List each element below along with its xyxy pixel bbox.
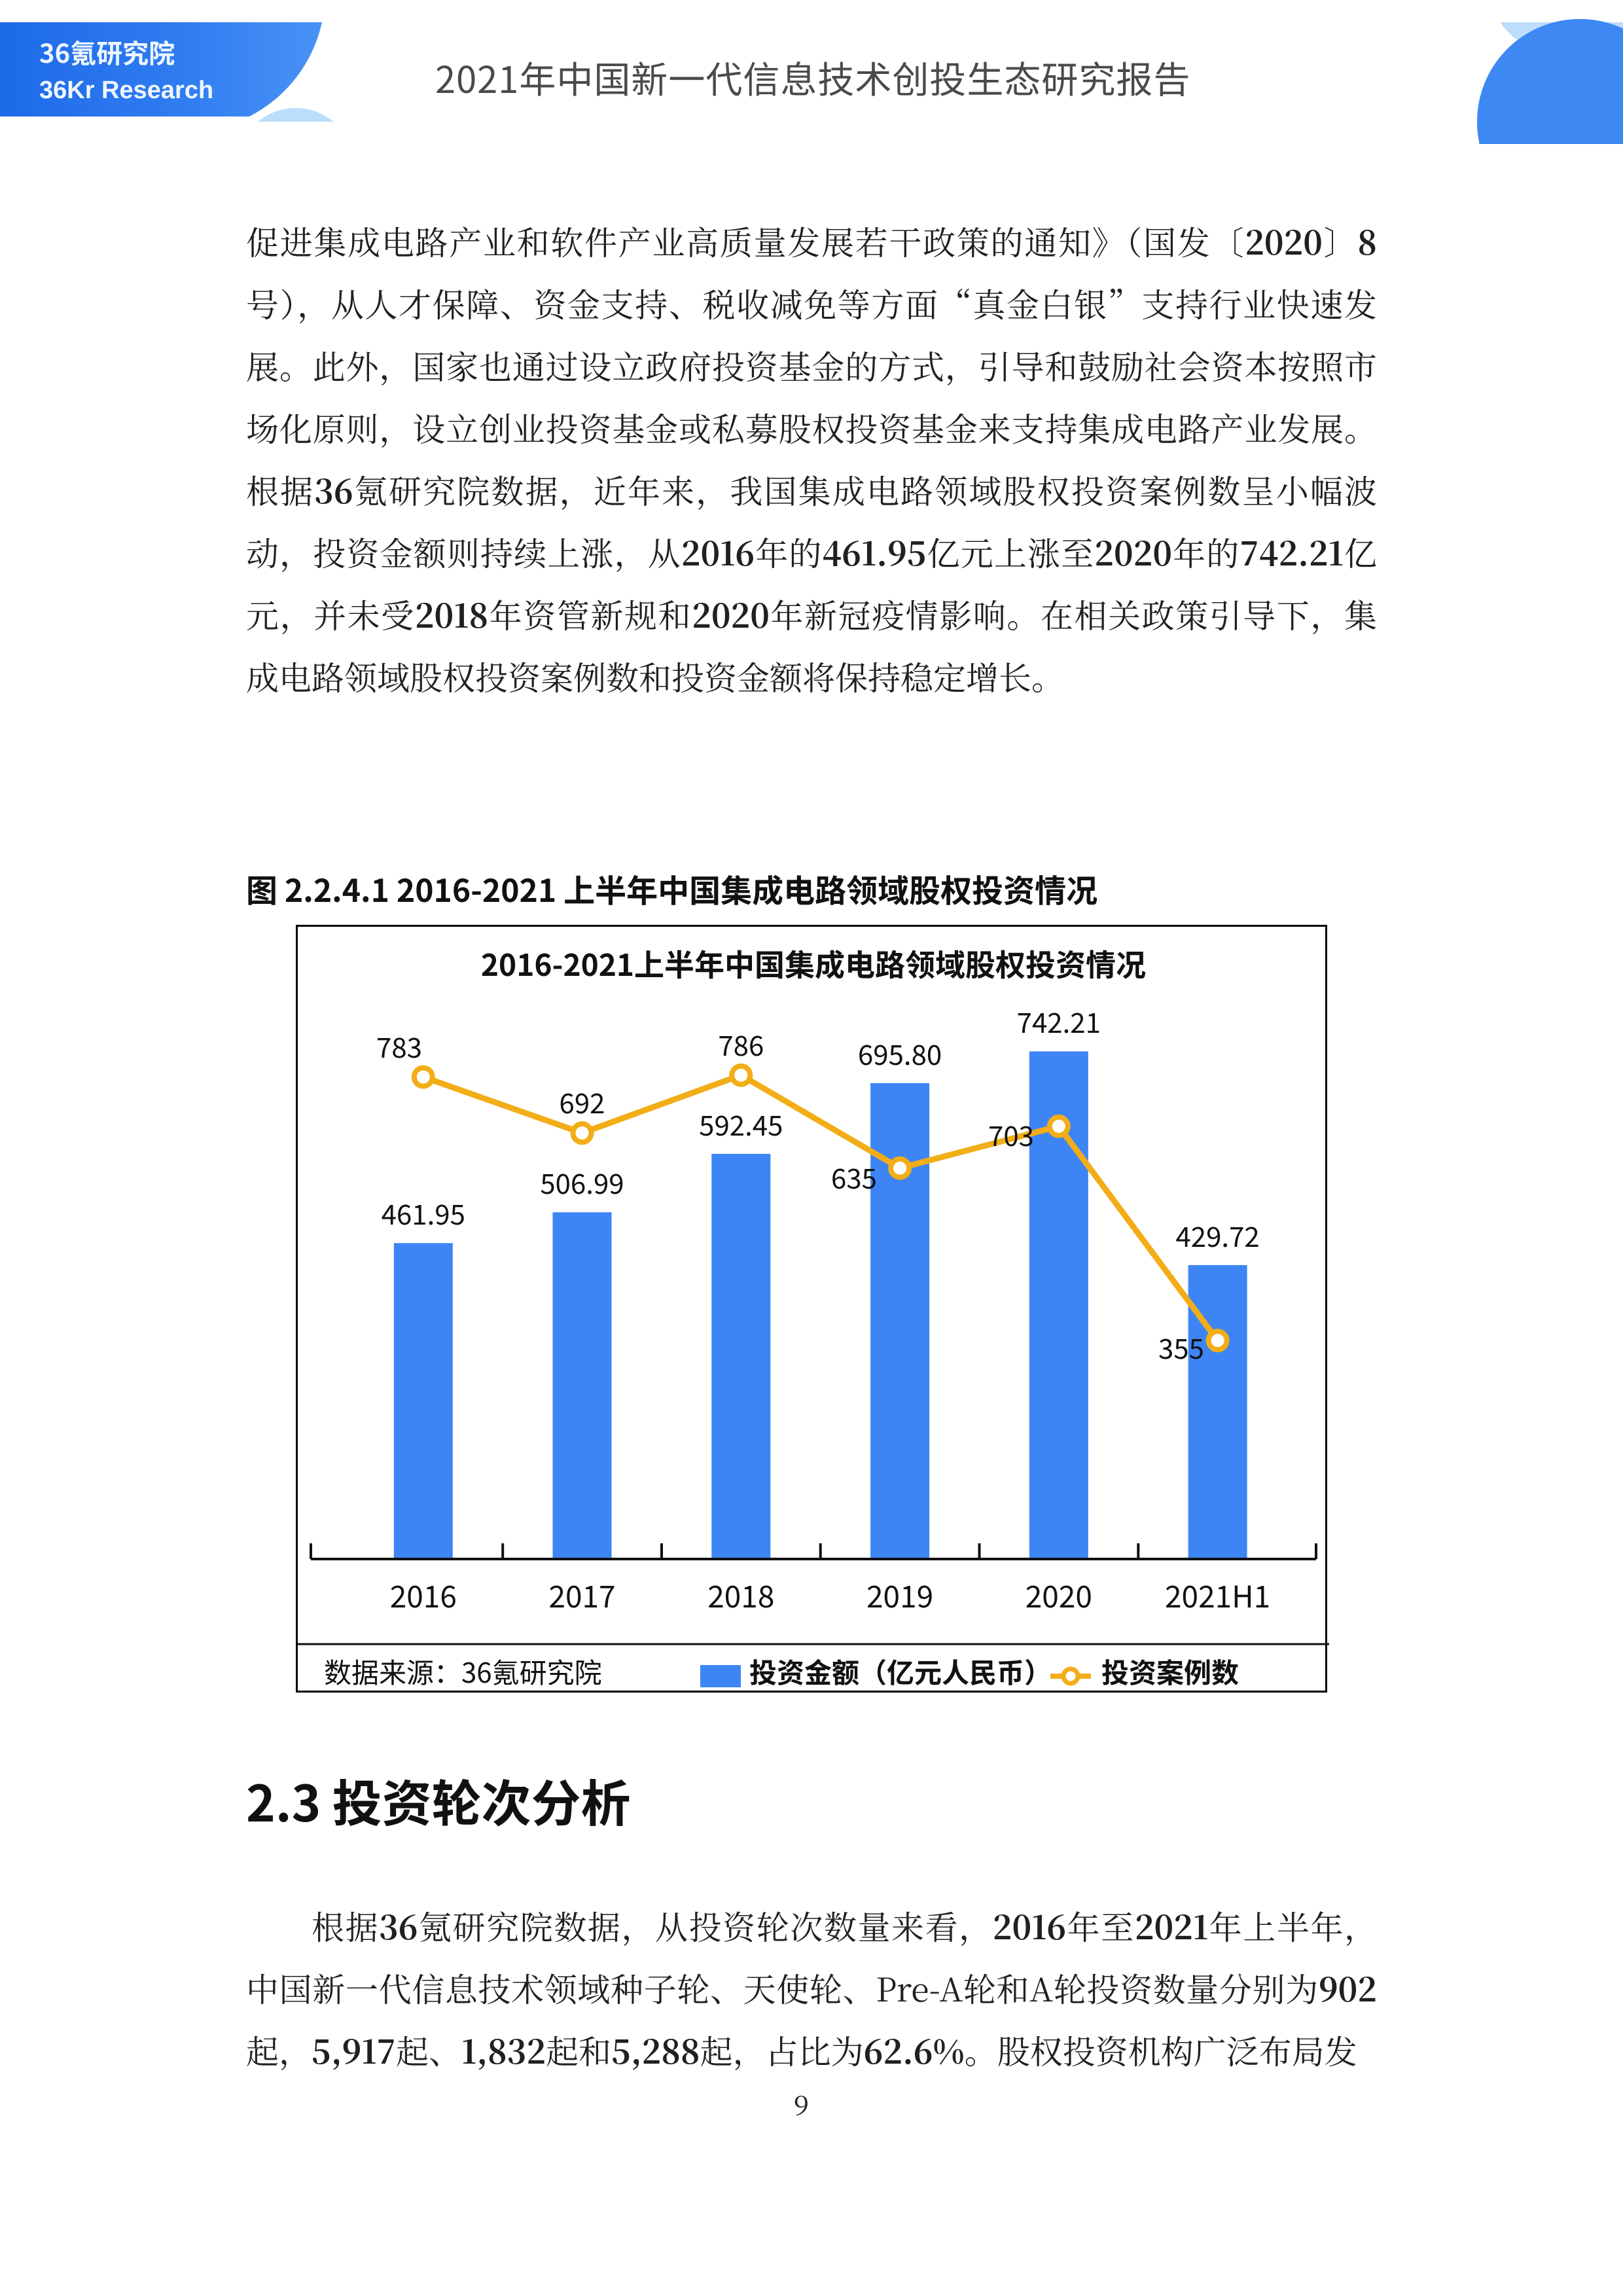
svg-text:2016-2021上半年中国集成电路领域股权投资情况: 2016-2021上半年中国集成电路领域股权投资情况 [481,942,1146,985]
svg-text:2016: 2016 [390,1573,457,1617]
svg-text:36氪研究院: 36氪研究院 [39,33,175,71]
svg-text:635: 635 [831,1157,877,1197]
svg-text:36Kr Research: 36Kr Research [39,77,213,104]
svg-text:2019: 2019 [866,1573,933,1617]
svg-text:2021H1: 2021H1 [1165,1573,1270,1617]
svg-text:2020: 2020 [1026,1573,1092,1617]
svg-text:投资案例数: 投资案例数 [1101,1651,1239,1691]
svg-text:742.21: 742.21 [1017,1001,1101,1041]
svg-text:703: 703 [988,1115,1034,1155]
svg-text:692: 692 [560,1082,605,1122]
svg-text:783: 783 [376,1026,422,1066]
svg-text:786: 786 [718,1024,764,1064]
svg-text:数据来源：36氪研究院: 数据来源：36氪研究院 [324,1651,602,1691]
svg-text:461.95: 461.95 [382,1193,465,1233]
svg-text:355: 355 [1158,1327,1204,1367]
svg-text:695.80: 695.80 [858,1033,942,1073]
svg-text:429.72: 429.72 [1175,1215,1259,1255]
svg-text:592.45: 592.45 [699,1104,783,1144]
svg-text:2018: 2018 [707,1573,774,1617]
svg-text:2017: 2017 [548,1573,615,1617]
svg-text:506.99: 506.99 [540,1162,624,1202]
svg-text:投资金额（亿元人民币）: 投资金额（亿元人民币） [749,1651,1052,1691]
